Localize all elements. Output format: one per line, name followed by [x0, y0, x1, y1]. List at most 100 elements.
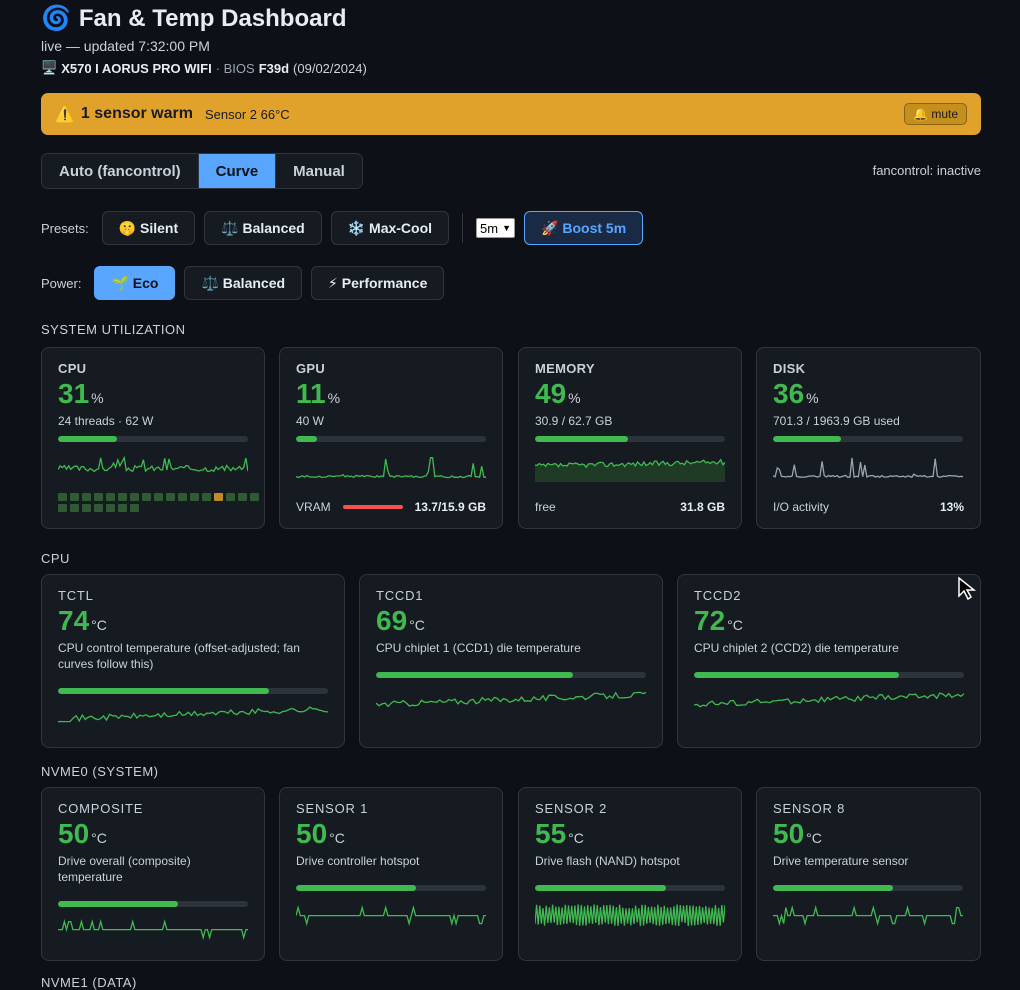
- core-cell: [226, 493, 235, 501]
- io-label: I/O activity: [773, 500, 830, 514]
- sensor1-sparkline: [296, 905, 486, 927]
- memory-sparkline: [535, 458, 725, 482]
- sparkline-line: [58, 919, 248, 941]
- boost-duration-select[interactable]: 5m ▼: [476, 218, 516, 238]
- bios-version: F39d: [258, 60, 290, 76]
- preset-maxcool-button[interactable]: ❄️ Max-Cool: [330, 211, 450, 245]
- core-cell: [238, 493, 247, 501]
- card-value: 74 °C: [58, 605, 107, 636]
- power-performance-button[interactable]: ⚡ Performance: [311, 266, 445, 300]
- core-cell: [82, 504, 91, 512]
- power-balanced-button[interactable]: ⚖️ Balanced: [184, 266, 303, 300]
- core-cell: [154, 493, 163, 501]
- memory-util-card: MEMORY 49% 30.9 / 62.7 GB free 31.8 GB: [518, 347, 742, 529]
- chevron-down-icon: ▼: [502, 223, 512, 233]
- tab-auto[interactable]: Auto (fancontrol): [42, 154, 199, 188]
- cyclone-icon: 🌀: [41, 5, 71, 32]
- card-value: 50 °C: [773, 818, 822, 849]
- tab-manual[interactable]: Manual: [276, 154, 362, 188]
- core-cell: [214, 493, 223, 501]
- sensor8-card: SENSOR 8 50 °C Drive temperature sensor: [756, 787, 981, 961]
- temp-bar: [773, 885, 963, 891]
- core-cell: [250, 493, 259, 501]
- temp-bar: [58, 901, 248, 907]
- tccd1-sparkline: [376, 691, 646, 708]
- tccd1-card: TCCD1 69 °C CPU chiplet 1 (CCD1) die temp…: [359, 574, 663, 748]
- composite-sparkline: [58, 919, 248, 941]
- card-name: SENSOR 1: [296, 801, 369, 816]
- presets-label: Presets:: [41, 220, 89, 236]
- power-eco-button[interactable]: 🌱 Eco: [94, 266, 176, 300]
- cpu-sparkline: [58, 455, 248, 473]
- board-info: 🖥️ X570 I AORUS PRO WIFI · BIOS F39d (09…: [41, 60, 367, 76]
- card-value: 31%: [58, 378, 104, 409]
- core-cell: [130, 493, 139, 501]
- preset-silent-button[interactable]: 🤫 Silent: [101, 211, 196, 245]
- core-cell: [166, 493, 175, 501]
- divider: [462, 213, 464, 243]
- mute-button[interactable]: 🔔 mute: [904, 103, 967, 125]
- warm-sensor-alert: ⚠️ 1 sensor warm Sensor 2 66°C 🔔 mute: [41, 93, 981, 135]
- card-name: CPU: [58, 361, 87, 376]
- section-nvme0: NVME0 (SYSTEM): [41, 764, 159, 779]
- core-cell: [118, 493, 127, 501]
- warning-icon: ⚠️: [55, 106, 75, 123]
- sparkline-line: [535, 458, 725, 469]
- vram-value: 13.7/15.9 GB: [414, 500, 486, 514]
- tctl-sparkline: [58, 706, 328, 723]
- sparkline-line: [296, 457, 486, 479]
- disk-sparkline: [773, 457, 963, 479]
- core-cell: [190, 493, 199, 501]
- util-bar: [58, 436, 248, 442]
- card-value: 11%: [296, 378, 341, 409]
- gpu-sparkline: [296, 457, 486, 479]
- core-cell: [94, 493, 103, 501]
- core-cell: [130, 504, 139, 512]
- temp-bar: [58, 688, 328, 694]
- util-bar: [773, 436, 963, 442]
- live-status: live — updated 7:32:00 PM: [41, 38, 210, 54]
- computer-icon: 🖥️: [41, 60, 58, 75]
- page-title: 🌀 Fan & Temp Dashboard: [41, 4, 346, 33]
- boost-button[interactable]: 🚀 Boost 5m: [524, 211, 644, 245]
- boost-duration-value: 5m: [480, 220, 499, 236]
- gpu-util-card: GPU 11% 40 W VRAM 13.7/15.9 GB: [279, 347, 503, 529]
- temp-bar: [535, 885, 725, 891]
- core-cell: [58, 493, 67, 501]
- sparkline-line: [376, 691, 646, 708]
- presets-row: Presets: 🤫 Silent ⚖️ Balanced ❄️ Max-Coo…: [41, 211, 644, 245]
- power-row: Power: 🌱 Eco ⚖️ Balanced ⚡ Performance: [41, 266, 445, 300]
- card-sub: Drive controller hotspot: [296, 854, 420, 868]
- card-name: TCCD2: [694, 588, 742, 603]
- preset-balanced-button[interactable]: ⚖️ Balanced: [204, 211, 322, 245]
- sparkline-line: [773, 905, 963, 927]
- temp-bar: [376, 672, 646, 678]
- card-sub: Drive flash (NAND) hotspot: [535, 854, 680, 868]
- tab-curve[interactable]: Curve: [198, 154, 277, 188]
- bios-label: · BIOS: [215, 60, 255, 76]
- sensor2-card: SENSOR 2 55 °C Drive flash (NAND) hotspot: [518, 787, 742, 961]
- card-name: SENSOR 2: [535, 801, 608, 816]
- core-cell: [94, 504, 103, 512]
- temp-bar: [296, 885, 486, 891]
- card-value: 55 °C: [535, 818, 584, 849]
- mouse-cursor-icon: [958, 576, 977, 601]
- card-value: 72 °C: [694, 605, 743, 636]
- sparkline-line: [296, 905, 486, 927]
- core-cell: [82, 493, 91, 501]
- tccd2-card: TCCD2 72 °C CPU chiplet 2 (CCD2) die temp…: [677, 574, 981, 748]
- title-text: Fan & Temp Dashboard: [78, 4, 347, 32]
- cpu-util-card: CPU 31% 24 threads · 62 W: [41, 347, 265, 529]
- core-cell: [106, 504, 115, 512]
- core-cell: [142, 493, 151, 501]
- sensor1-card: SENSOR 1 50 °C Drive controller hotspot: [279, 787, 503, 961]
- free-row: free 31.8 GB: [535, 500, 725, 514]
- core-cell: [70, 493, 79, 501]
- composite-card: COMPOSITE 50 °C Drive overall (composite)…: [41, 787, 265, 961]
- card-sub: CPU chiplet 1 (CCD1) die temperature: [376, 641, 581, 655]
- sparkline-line: [58, 706, 328, 723]
- core-cell: [106, 493, 115, 501]
- card-value: 50 °C: [58, 818, 107, 849]
- card-name: TCTL: [58, 588, 94, 603]
- card-value: 36%: [773, 378, 819, 409]
